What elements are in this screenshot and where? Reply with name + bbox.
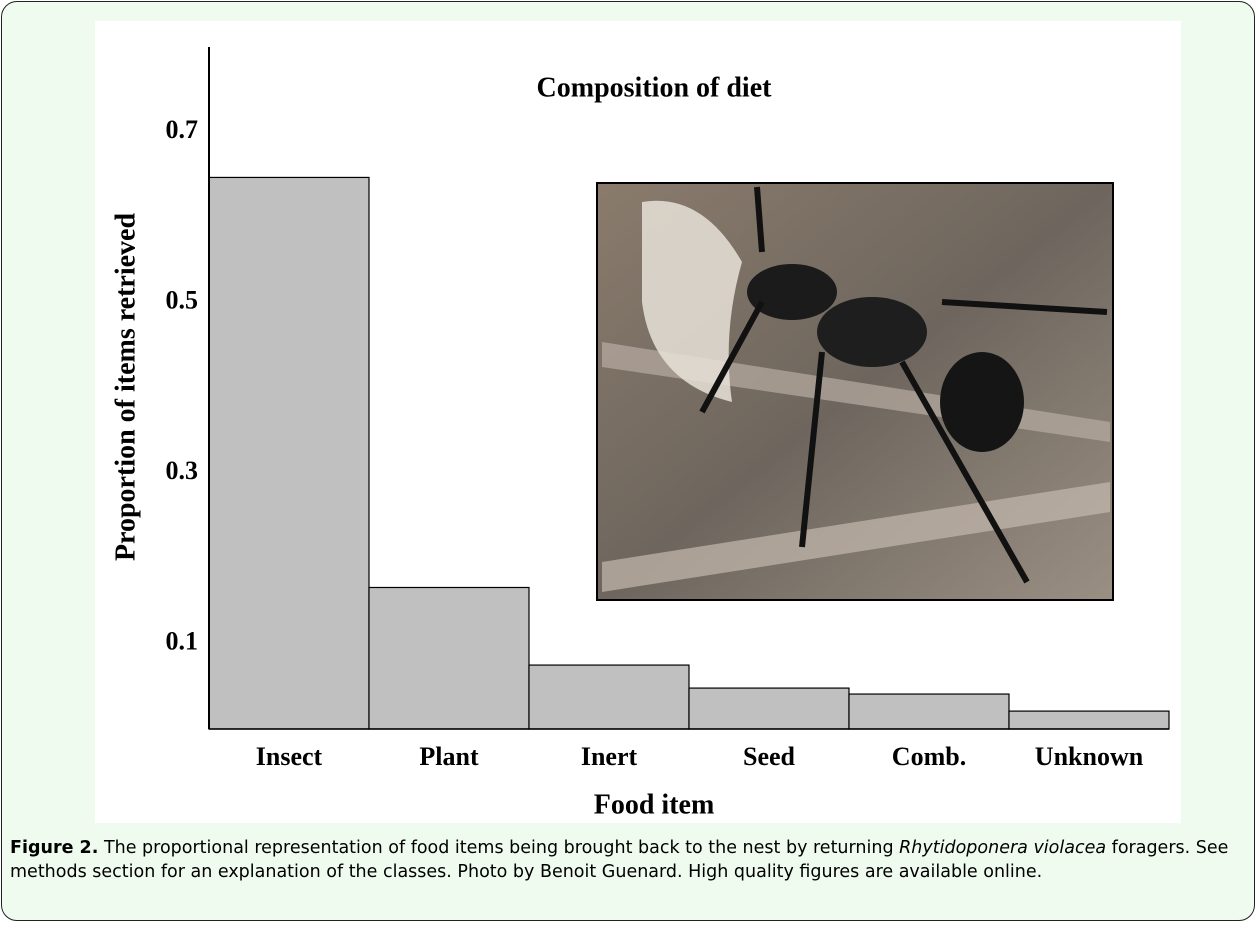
bar	[209, 177, 369, 729]
caption: Figure 2. The proportional representatio…	[10, 836, 1250, 884]
chart-title: Composition of diet	[537, 72, 773, 103]
y-tick-label: 0.5	[166, 286, 199, 315]
x-tick-label: Inert	[581, 742, 638, 771]
y-tick-label: 0.7	[166, 115, 199, 144]
x-axis-label: Food item	[594, 789, 715, 820]
x-tick-label: Plant	[419, 742, 479, 771]
bar	[529, 665, 689, 729]
x-tick-label: Seed	[743, 742, 796, 771]
bar	[689, 688, 849, 729]
x-tick-label: Insect	[256, 742, 323, 771]
caption-text: The proportional representation of food …	[104, 838, 894, 858]
bar	[849, 694, 1009, 729]
photo	[597, 183, 1113, 600]
y-tick-label: 0.1	[166, 627, 199, 656]
figure-frame: Composition of diet Proportion of items …	[1, 1, 1255, 921]
caption-species: Rhytidoponera violacea	[899, 838, 1106, 858]
y-tick-label: 0.3	[166, 456, 199, 485]
x-tick-label: Comb.	[892, 742, 966, 771]
bar	[369, 587, 529, 729]
chart: Composition of diet Proportion of items …	[2, 2, 1255, 921]
bar	[1009, 711, 1169, 729]
x-tick-label: Unknown	[1035, 742, 1144, 771]
y-axis-label: Proportion of items retrieved	[110, 213, 141, 562]
caption-label: Figure 2.	[10, 838, 98, 858]
